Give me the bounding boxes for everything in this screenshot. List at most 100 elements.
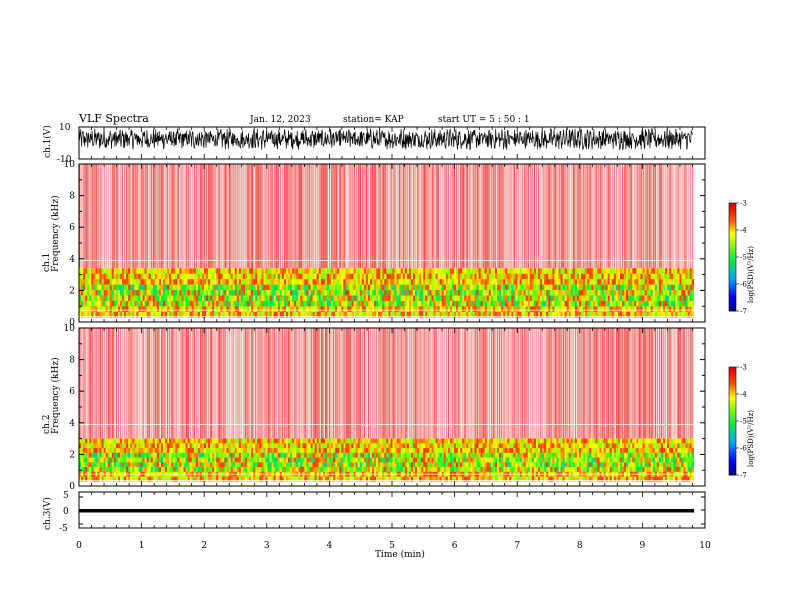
spectrogram-low-band-cell	[101, 273, 104, 280]
spectrogram-low-band-cell	[232, 284, 236, 291]
spectrogram-low-band-cell	[220, 462, 223, 468]
spectrogram-low-band-cell	[343, 273, 346, 280]
spectrogram-low-band-cell	[663, 306, 666, 313]
spectrogram-low-band-cell	[328, 290, 332, 296]
spectrogram-high-band-column	[146, 164, 149, 269]
spectrogram-high-band-column	[91, 328, 94, 439]
spectrogram-high-band-column	[107, 328, 110, 439]
spectrogram-low-band-cell	[187, 273, 190, 280]
spectrogram-low-band-cell	[410, 452, 414, 458]
spectrogram-low-band-cell	[242, 438, 246, 444]
spectrogram-low-band-cell	[296, 279, 299, 285]
spectrogram-low-band-cell	[302, 467, 305, 473]
spectrogram-low-band-cell	[296, 448, 299, 454]
spectrogram-high-band-column	[273, 164, 276, 269]
spectrogram-high-band-column	[113, 164, 116, 269]
spectrogram-low-band-cell	[439, 273, 442, 280]
spectrogram-low-band-cell	[292, 300, 295, 307]
spectrogram-low-band-cell	[394, 300, 397, 307]
spectrogram-low-band-cell	[591, 268, 594, 275]
spectrogram-low-band-cell	[353, 273, 356, 280]
spectrogram-low-band-cell	[193, 467, 197, 473]
spectrogram-low-band-cell	[261, 300, 264, 307]
spectrogram-low-band-cell	[232, 300, 236, 307]
spectrogram-low-band-cell	[136, 467, 139, 473]
spectrogram-low-band-cell	[304, 306, 307, 313]
spectrogram-low-band-cell	[654, 306, 658, 313]
spectrogram-low-band-cell	[101, 448, 104, 454]
spectrogram-low-band-cell	[369, 306, 373, 313]
spectrogram-low-band-cell	[449, 273, 453, 280]
spectrogram-low-band-cell	[93, 273, 96, 280]
spectrogram-low-band-cell	[109, 273, 113, 280]
spectrogram-low-band-cell	[81, 467, 84, 473]
spectrogram-low-band-cell	[126, 448, 129, 454]
spectrogram-low-band-cell	[208, 438, 211, 444]
spectrogram-low-band-cell	[663, 268, 666, 275]
spectrogram-low-band-cell	[218, 295, 221, 302]
spectrogram-high-band-column	[548, 164, 550, 269]
spectrogram-low-band-cell	[523, 268, 527, 275]
spectrogram-low-band-cell	[394, 462, 397, 468]
spectrogram-low-band-cell	[216, 268, 219, 275]
spectrogram-low-band-cell	[681, 295, 684, 302]
spectrogram-low-band-cell	[326, 467, 330, 473]
spectrogram-high-band-column	[236, 164, 239, 269]
spectrogram-low-band-cell	[390, 476, 393, 482]
spectrogram-low-band-cell	[601, 268, 604, 275]
spectrogram-low-band-cell	[240, 476, 244, 482]
spectrogram-low-band-cell	[146, 443, 149, 449]
spectrogram-low-band-cell	[113, 457, 117, 463]
spectrogram-low-band-cell	[357, 457, 361, 463]
spectrogram-low-band-cell	[97, 438, 100, 444]
spectrogram-low-band-cell	[345, 476, 348, 482]
spectrogram-low-band-cell	[275, 295, 279, 302]
spectrogram-low-band-cell	[374, 476, 377, 482]
spectrogram-high-band-column	[613, 164, 616, 269]
spectrogram-low-band-cell	[417, 284, 420, 291]
spectrogram-low-band-cell	[111, 284, 115, 291]
spectrogram-low-band-cell	[669, 295, 672, 302]
spectrogram-low-band-cell	[439, 290, 442, 296]
spectrogram-low-band-cell	[349, 476, 352, 482]
spectrogram-low-band-cell	[160, 467, 164, 473]
spectrogram-low-band-cell	[398, 467, 402, 473]
spectrogram-low-band-cell	[345, 268, 348, 275]
spectrogram-high-band-column	[148, 328, 151, 439]
spectrogram-low-band-cell	[128, 268, 131, 275]
spectrogram-high-band-column	[578, 164, 581, 269]
spectrogram-low-band-cell	[355, 290, 358, 296]
spectrogram-low-band-cell	[339, 273, 342, 280]
spectrogram-low-band-cell	[568, 300, 572, 307]
spectrogram-low-band-cell	[503, 284, 506, 291]
spectrogram-low-band-cell	[103, 476, 106, 482]
spectrogram-low-band-cell	[124, 284, 127, 291]
spectrogram-low-band-cell	[402, 273, 406, 280]
spectrogram-high-band-column	[134, 328, 136, 439]
spectrogram-low-band-cell	[552, 295, 555, 302]
spectrogram-low-band-cell	[89, 268, 92, 275]
spectrogram-low-band-cell	[292, 279, 295, 285]
spectrogram-low-band-cell	[482, 300, 486, 307]
spectrogram-low-band-cell	[79, 300, 82, 307]
spectrogram-low-band-cell	[542, 284, 545, 291]
spectrogram-low-band-cell	[492, 295, 496, 302]
spectrogram-low-band-cell	[544, 279, 547, 285]
spectrogram-low-band-cell	[443, 273, 447, 280]
spectrogram-low-band-cell	[191, 462, 195, 468]
spectrogram-low-band-cell	[415, 438, 418, 444]
spectrogram-high-band-column	[552, 164, 555, 269]
spectrogram-low-band-cell	[181, 268, 184, 275]
spectrogram-high-band-column	[431, 328, 434, 439]
spectrogram-low-band-cell	[163, 452, 166, 458]
spectrogram-low-band-cell	[546, 306, 549, 313]
spectrogram-low-band-cell	[95, 452, 98, 458]
spectrogram-low-band-cell	[437, 295, 440, 302]
spectrogram-low-band-cell	[93, 279, 96, 285]
spectrogram-low-band-cell	[230, 452, 233, 458]
spectrogram-high-band-column	[296, 328, 298, 439]
spectrogram-low-band-cell	[476, 284, 479, 291]
spectrogram-low-band-cell	[665, 284, 668, 291]
spectrogram-low-band-cell	[304, 476, 307, 482]
